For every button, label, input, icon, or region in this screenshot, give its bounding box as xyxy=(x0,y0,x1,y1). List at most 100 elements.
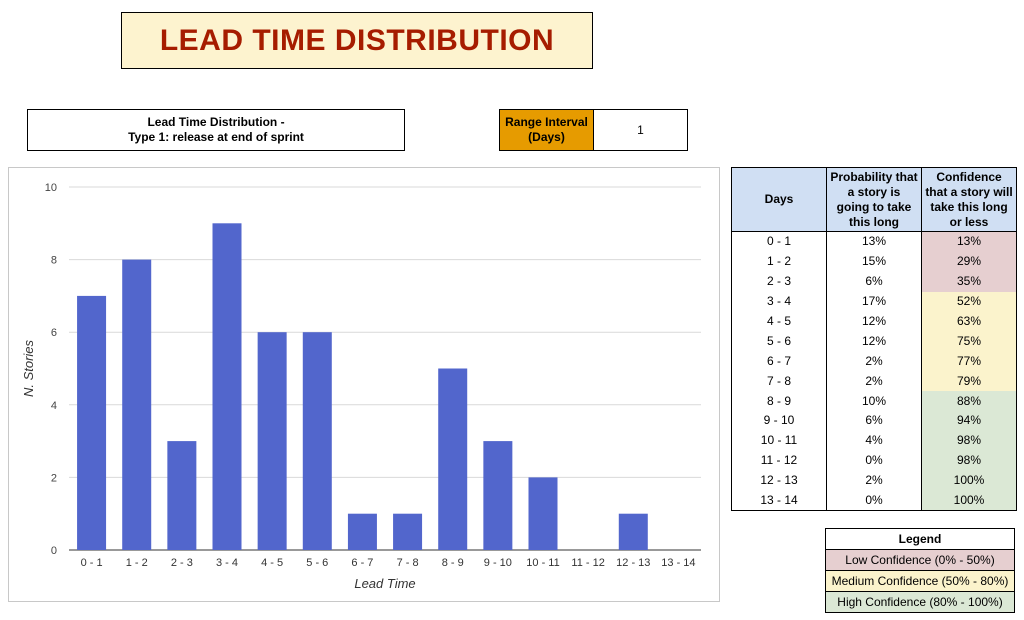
x-tick-label: 5 - 6 xyxy=(306,557,328,569)
table-row: 4 - 5 12% 63% xyxy=(731,311,1017,332)
y-tick-label: 2 xyxy=(51,472,57,484)
y-tick-label: 0 xyxy=(51,545,57,557)
cell-days: 3 - 4 xyxy=(731,291,827,312)
y-tick-label: 6 xyxy=(51,327,57,339)
x-tick-label: 9 - 10 xyxy=(484,557,512,569)
cell-probability: 15% xyxy=(826,251,922,272)
cell-confidence: 98% xyxy=(921,430,1017,451)
cell-probability: 12% xyxy=(826,311,922,332)
cell-confidence: 63% xyxy=(921,311,1017,332)
x-tick-label: 11 - 12 xyxy=(571,557,604,569)
x-tick-label: 8 - 9 xyxy=(442,557,464,569)
y-tick-label: 10 xyxy=(45,182,57,194)
cell-days: 10 - 11 xyxy=(731,430,827,451)
x-tick-label: 4 - 5 xyxy=(261,557,283,569)
range-interval-label: Range Interval (Days) xyxy=(499,109,594,151)
cell-probability: 6% xyxy=(826,411,922,431)
chart-subtitle-line2: Type 1: release at end of sprint xyxy=(128,130,304,144)
cell-days: 5 - 6 xyxy=(731,331,827,352)
cell-probability: 17% xyxy=(826,291,922,312)
cell-confidence: 98% xyxy=(921,450,1017,471)
header-probability: Probability that a story is going to tak… xyxy=(826,167,922,232)
cell-days: 2 - 3 xyxy=(731,271,827,292)
table-row: 7 - 8 2% 79% xyxy=(731,371,1017,392)
cell-confidence: 79% xyxy=(921,371,1017,392)
cell-days: 12 - 13 xyxy=(731,470,827,491)
header-confidence-line: that a story will xyxy=(925,184,1013,199)
table-row: 10 - 11 4% 98% xyxy=(731,430,1017,451)
y-tick-label: 4 xyxy=(51,400,57,412)
x-tick-label: 6 - 7 xyxy=(351,557,373,569)
x-tick-label: 2 - 3 xyxy=(171,557,193,569)
table-row: 12 - 13 2% 100% xyxy=(731,470,1017,491)
cell-days: 13 - 14 xyxy=(731,490,827,512)
header-probability-line: going to take xyxy=(836,199,912,214)
header-probability-line: Probability that xyxy=(830,169,918,184)
cell-confidence: 94% xyxy=(921,411,1017,431)
cell-days: 7 - 8 xyxy=(731,371,827,392)
x-tick-label: 0 - 1 xyxy=(81,557,103,569)
y-axis-title: N. Stories xyxy=(21,339,36,397)
lead-time-bar-chart: 0 2 4 6 8 10 0 - 1 1 - 2 2 - 3 3 - 4 4 - 5 5 - 6 6 -… xyxy=(21,182,701,591)
legend-high-confidence: High Confidence (80% - 100%) xyxy=(826,592,1014,612)
header-confidence: Confidence that a story will take this l… xyxy=(921,167,1017,232)
range-interval-label-line1: Range Interval xyxy=(505,115,588,129)
cell-probability: 2% xyxy=(826,351,922,372)
chart-frame: 0 2 4 6 8 10 0 - 1 1 - 2 2 - 3 3 - 4 4 - 5 5 - 6 6 -… xyxy=(8,167,720,602)
table-body: 0 - 1 13% 13% 1 - 2 15% 29% 2 - 3 6% 35% 3 - 4 17%… xyxy=(731,231,1017,512)
legend-low-confidence: Low Confidence (0% - 50%) xyxy=(826,550,1014,571)
chart-bar xyxy=(167,441,197,550)
chart-bar xyxy=(77,295,107,550)
cell-probability: 2% xyxy=(826,371,922,392)
legend-title: Legend xyxy=(826,529,1014,550)
x-tick-label: 10 - 11 xyxy=(526,557,559,569)
header-confidence-line: Confidence xyxy=(936,169,1002,184)
chart-bar xyxy=(302,332,332,550)
table-row: 1 - 2 15% 29% xyxy=(731,251,1017,272)
cell-confidence: 100% xyxy=(921,490,1017,512)
cell-confidence: 75% xyxy=(921,331,1017,352)
chart-bar xyxy=(483,441,513,550)
x-axis-title: Lead Time xyxy=(354,576,415,591)
header-confidence-line: or less xyxy=(949,214,989,229)
chart-subtitle-box: Lead Time Distribution - Type 1: release… xyxy=(27,109,405,151)
cell-probability: 2% xyxy=(826,470,922,491)
table-row: 5 - 6 12% 75% xyxy=(731,331,1017,352)
y-tick-label: 8 xyxy=(51,255,57,267)
table-row: 9 - 10 6% 94% xyxy=(731,411,1017,431)
table-row: 11 - 12 0% 98% xyxy=(731,450,1017,471)
chart-bar xyxy=(257,332,287,550)
chart-bar xyxy=(393,513,423,550)
header-probability-line: a story is xyxy=(847,184,901,199)
chart-bar xyxy=(212,223,242,551)
range-interval-value-cell[interactable]: 1 xyxy=(593,109,688,151)
page-title-box: LEAD TIME DISTRIBUTION xyxy=(121,12,593,69)
table-row: 6 - 7 2% 77% xyxy=(731,351,1017,372)
cell-confidence: 29% xyxy=(921,251,1017,272)
cell-days: 8 - 9 xyxy=(731,391,827,412)
x-tick-label: 1 - 2 xyxy=(126,557,148,569)
cell-probability: 4% xyxy=(826,430,922,451)
distribution-table: Days Probability that a story is going t… xyxy=(731,167,1017,512)
cell-confidence: 88% xyxy=(921,391,1017,412)
chart-subtitle-line1: Lead Time Distribution - xyxy=(147,115,285,129)
range-interval-label-line2: (Days) xyxy=(528,130,565,144)
range-interval-value: 1 xyxy=(637,123,644,137)
x-tick-label: 13 - 14 xyxy=(661,557,695,569)
table-row: 0 - 1 13% 13% xyxy=(731,231,1017,252)
header-probability-line: this long xyxy=(849,214,899,229)
cell-probability: 0% xyxy=(826,490,922,512)
chart-bar xyxy=(618,513,648,550)
x-tick-label: 12 - 13 xyxy=(616,557,650,569)
header-confidence-line: take this long xyxy=(930,199,1008,214)
cell-probability: 0% xyxy=(826,450,922,471)
cell-confidence: 52% xyxy=(921,291,1017,312)
x-tick-label: 3 - 4 xyxy=(216,557,238,569)
cell-days: 4 - 5 xyxy=(731,311,827,332)
page-title: LEAD TIME DISTRIBUTION xyxy=(159,23,555,57)
cell-probability: 6% xyxy=(826,271,922,292)
cell-confidence: 35% xyxy=(921,271,1017,292)
chart-bar xyxy=(438,368,468,550)
legend-medium-confidence: Medium Confidence (50% - 80%) xyxy=(826,571,1014,592)
cell-days: 9 - 10 xyxy=(731,411,827,431)
